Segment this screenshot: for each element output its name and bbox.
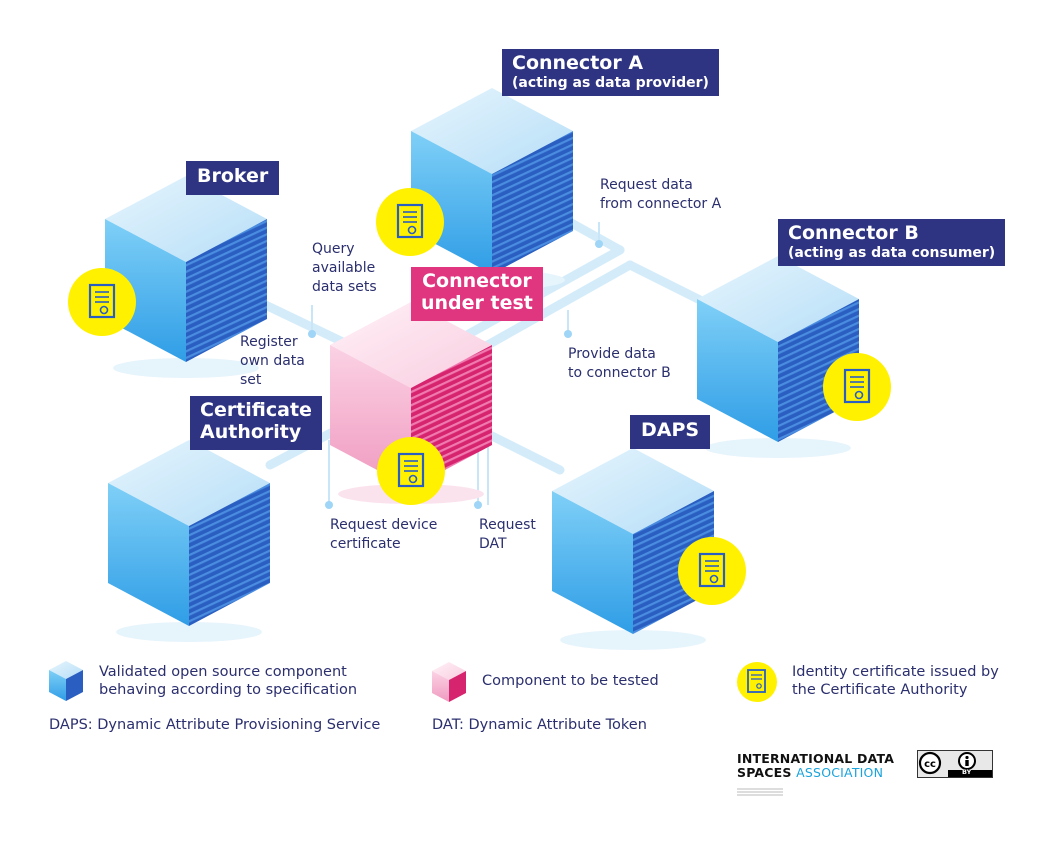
broker-cube bbox=[105, 176, 267, 378]
legend-dat-definition: DAT: Dynamic Attribute Token bbox=[432, 717, 647, 733]
connector-b-subtitle: (acting as data consumer) bbox=[788, 244, 996, 261]
connector-b-label: Connector B (acting as data consumer) bbox=[778, 219, 1006, 266]
cc-by-license-badge: cc BY bbox=[917, 750, 993, 778]
connector-b-certificate-icon bbox=[823, 353, 891, 421]
legend-pink-cube-icon bbox=[432, 662, 466, 702]
logo-line2a: SPACES bbox=[737, 765, 792, 780]
connector-under-test-cube bbox=[330, 302, 492, 504]
cut-line1: Connector bbox=[422, 270, 532, 292]
annotation-query: Query available data sets bbox=[312, 241, 377, 295]
legend-certificate-icon bbox=[737, 662, 777, 702]
connector-a-title: Connector A bbox=[512, 52, 644, 74]
line-hub-connb bbox=[625, 260, 705, 305]
legend-tested-text: Component to be tested bbox=[482, 673, 659, 689]
broker-label: Broker bbox=[186, 161, 280, 195]
annotation-request-data: Request data from connector A bbox=[600, 177, 722, 212]
daps-title: DAPS bbox=[641, 419, 700, 441]
connector-under-test-certificate-icon bbox=[377, 437, 445, 505]
legend-identity-text: Identity certificate issued by the Certi… bbox=[792, 664, 999, 698]
ca-line1: Certificate bbox=[200, 399, 312, 421]
connector-b-title: Connector B bbox=[788, 222, 919, 244]
connector-a-cube bbox=[411, 88, 573, 290]
cc-by-text: BY bbox=[962, 768, 972, 776]
connector-b-cube bbox=[697, 256, 859, 458]
cut-line2: under test bbox=[421, 291, 533, 314]
svg-text:cc: cc bbox=[924, 759, 936, 770]
legend-daps-definition: DAPS: Dynamic Attribute Provisioning Ser… bbox=[49, 717, 381, 733]
logo-stripes bbox=[737, 788, 783, 796]
broker-certificate-icon bbox=[68, 268, 136, 336]
broker-title: Broker bbox=[197, 165, 269, 187]
annotation-request-dat: Request DAT bbox=[479, 517, 536, 552]
logo-line2b: ASSOCIATION bbox=[796, 765, 884, 780]
daps-label: DAPS bbox=[630, 415, 711, 449]
annotation-register: Register own data set bbox=[240, 334, 305, 388]
legend-validated-text: Validated open source component behaving… bbox=[99, 664, 358, 698]
connector-a-certificate-icon bbox=[376, 188, 444, 256]
connector-a-label: Connector A (acting as data provider) bbox=[502, 49, 719, 96]
logo-line1: INTERNATIONAL DATA bbox=[737, 751, 895, 766]
idsa-logo: INTERNATIONAL DATA SPACES ASSOCIATION bbox=[737, 752, 894, 780]
connector-under-test-label: Connector under test bbox=[411, 267, 543, 321]
annotation-provide: Provide data to connector B bbox=[568, 346, 671, 381]
certificate-authority-cube bbox=[108, 440, 270, 642]
daps-certificate-icon bbox=[678, 537, 746, 605]
connector-a-subtitle: (acting as data provider) bbox=[512, 74, 709, 91]
cc-icon: cc bbox=[918, 751, 992, 777]
legend-blue-cube-icon bbox=[49, 661, 83, 701]
certificate-authority-label: Certificate Authority bbox=[190, 396, 322, 450]
annotation-request-cert: Request device certificate bbox=[330, 517, 438, 552]
line-hub-cut-2 bbox=[465, 260, 635, 360]
ca-line2: Authority bbox=[200, 420, 302, 443]
